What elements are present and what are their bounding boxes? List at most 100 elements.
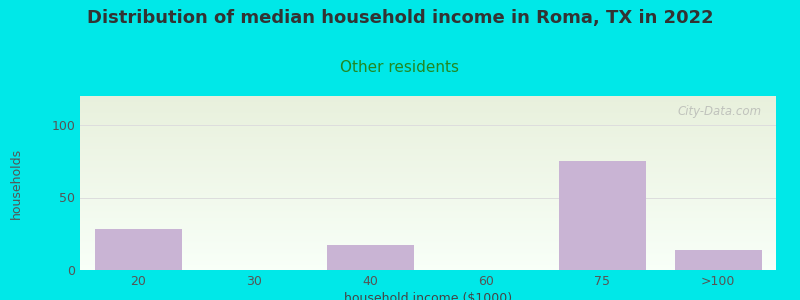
Bar — [80, 140, 776, 141]
Bar — [80, 184, 776, 185]
Bar — [80, 97, 776, 98]
Bar — [80, 218, 776, 219]
Bar — [80, 107, 776, 108]
Bar — [80, 136, 776, 137]
Bar — [80, 137, 776, 138]
Bar — [80, 236, 776, 237]
Bar — [80, 230, 776, 231]
Bar — [80, 146, 776, 147]
Bar — [80, 197, 776, 198]
Text: Distribution of median household income in Roma, TX in 2022: Distribution of median household income … — [86, 9, 714, 27]
Bar — [80, 172, 776, 173]
Bar — [80, 121, 776, 122]
Bar — [80, 188, 776, 189]
Bar — [80, 247, 776, 248]
Bar — [80, 204, 776, 205]
Bar — [80, 228, 776, 229]
Bar — [80, 192, 776, 193]
Bar — [80, 167, 776, 168]
Bar — [80, 161, 776, 162]
Bar — [80, 149, 776, 150]
Bar — [80, 133, 776, 134]
Bar — [80, 243, 776, 244]
Bar — [80, 117, 776, 118]
Bar — [80, 183, 776, 184]
Bar — [80, 100, 776, 101]
Bar — [80, 150, 776, 151]
Bar — [80, 98, 776, 99]
Bar — [558, 161, 646, 270]
Bar — [80, 138, 776, 139]
Bar — [80, 104, 776, 105]
Bar — [80, 129, 776, 130]
Bar — [80, 201, 776, 202]
Bar — [80, 217, 776, 218]
Bar — [80, 208, 776, 209]
Bar — [80, 214, 776, 215]
Bar — [80, 212, 776, 213]
Bar — [80, 255, 776, 256]
Bar — [80, 128, 776, 129]
Bar — [94, 230, 182, 270]
Bar — [80, 227, 776, 228]
Bar — [80, 225, 776, 226]
Bar — [674, 250, 762, 270]
Bar — [80, 174, 776, 175]
Bar — [80, 194, 776, 195]
Bar — [80, 101, 776, 102]
Bar — [80, 216, 776, 217]
Bar — [80, 148, 776, 149]
Bar — [80, 235, 776, 236]
Bar — [80, 211, 776, 212]
Bar — [80, 220, 776, 221]
Bar — [80, 170, 776, 171]
Bar — [80, 147, 776, 148]
Bar — [80, 109, 776, 110]
Bar — [80, 158, 776, 159]
Bar — [80, 244, 776, 245]
Bar — [80, 134, 776, 135]
Bar — [80, 199, 776, 200]
Bar — [326, 245, 414, 270]
Bar — [80, 126, 776, 127]
Bar — [80, 106, 776, 107]
Bar — [80, 222, 776, 223]
Bar — [80, 251, 776, 252]
Bar — [80, 242, 776, 243]
Bar — [80, 252, 776, 253]
Bar — [80, 151, 776, 152]
Bar — [80, 102, 776, 103]
Bar — [80, 198, 776, 199]
Bar — [80, 231, 776, 232]
Bar — [80, 178, 776, 179]
Bar — [80, 166, 776, 167]
Bar — [80, 260, 776, 261]
Bar — [80, 186, 776, 187]
Bar — [80, 253, 776, 254]
Bar — [80, 254, 776, 255]
Bar — [80, 145, 776, 146]
Bar — [80, 182, 776, 183]
Bar — [80, 263, 776, 264]
Bar — [80, 193, 776, 194]
Bar — [80, 127, 776, 128]
Bar — [80, 219, 776, 220]
Bar — [80, 195, 776, 196]
Bar — [80, 153, 776, 154]
Bar — [80, 124, 776, 125]
Bar — [80, 209, 776, 210]
Bar — [80, 187, 776, 188]
Bar — [80, 180, 776, 181]
Bar — [80, 143, 776, 144]
Bar — [80, 262, 776, 263]
Bar — [80, 257, 776, 258]
Bar — [80, 160, 776, 161]
Text: households: households — [10, 147, 22, 219]
Bar — [80, 165, 776, 166]
Bar — [80, 108, 776, 109]
Bar — [80, 168, 776, 169]
Bar — [80, 175, 776, 176]
Bar — [80, 115, 776, 116]
Bar — [80, 206, 776, 207]
Bar — [80, 142, 776, 143]
